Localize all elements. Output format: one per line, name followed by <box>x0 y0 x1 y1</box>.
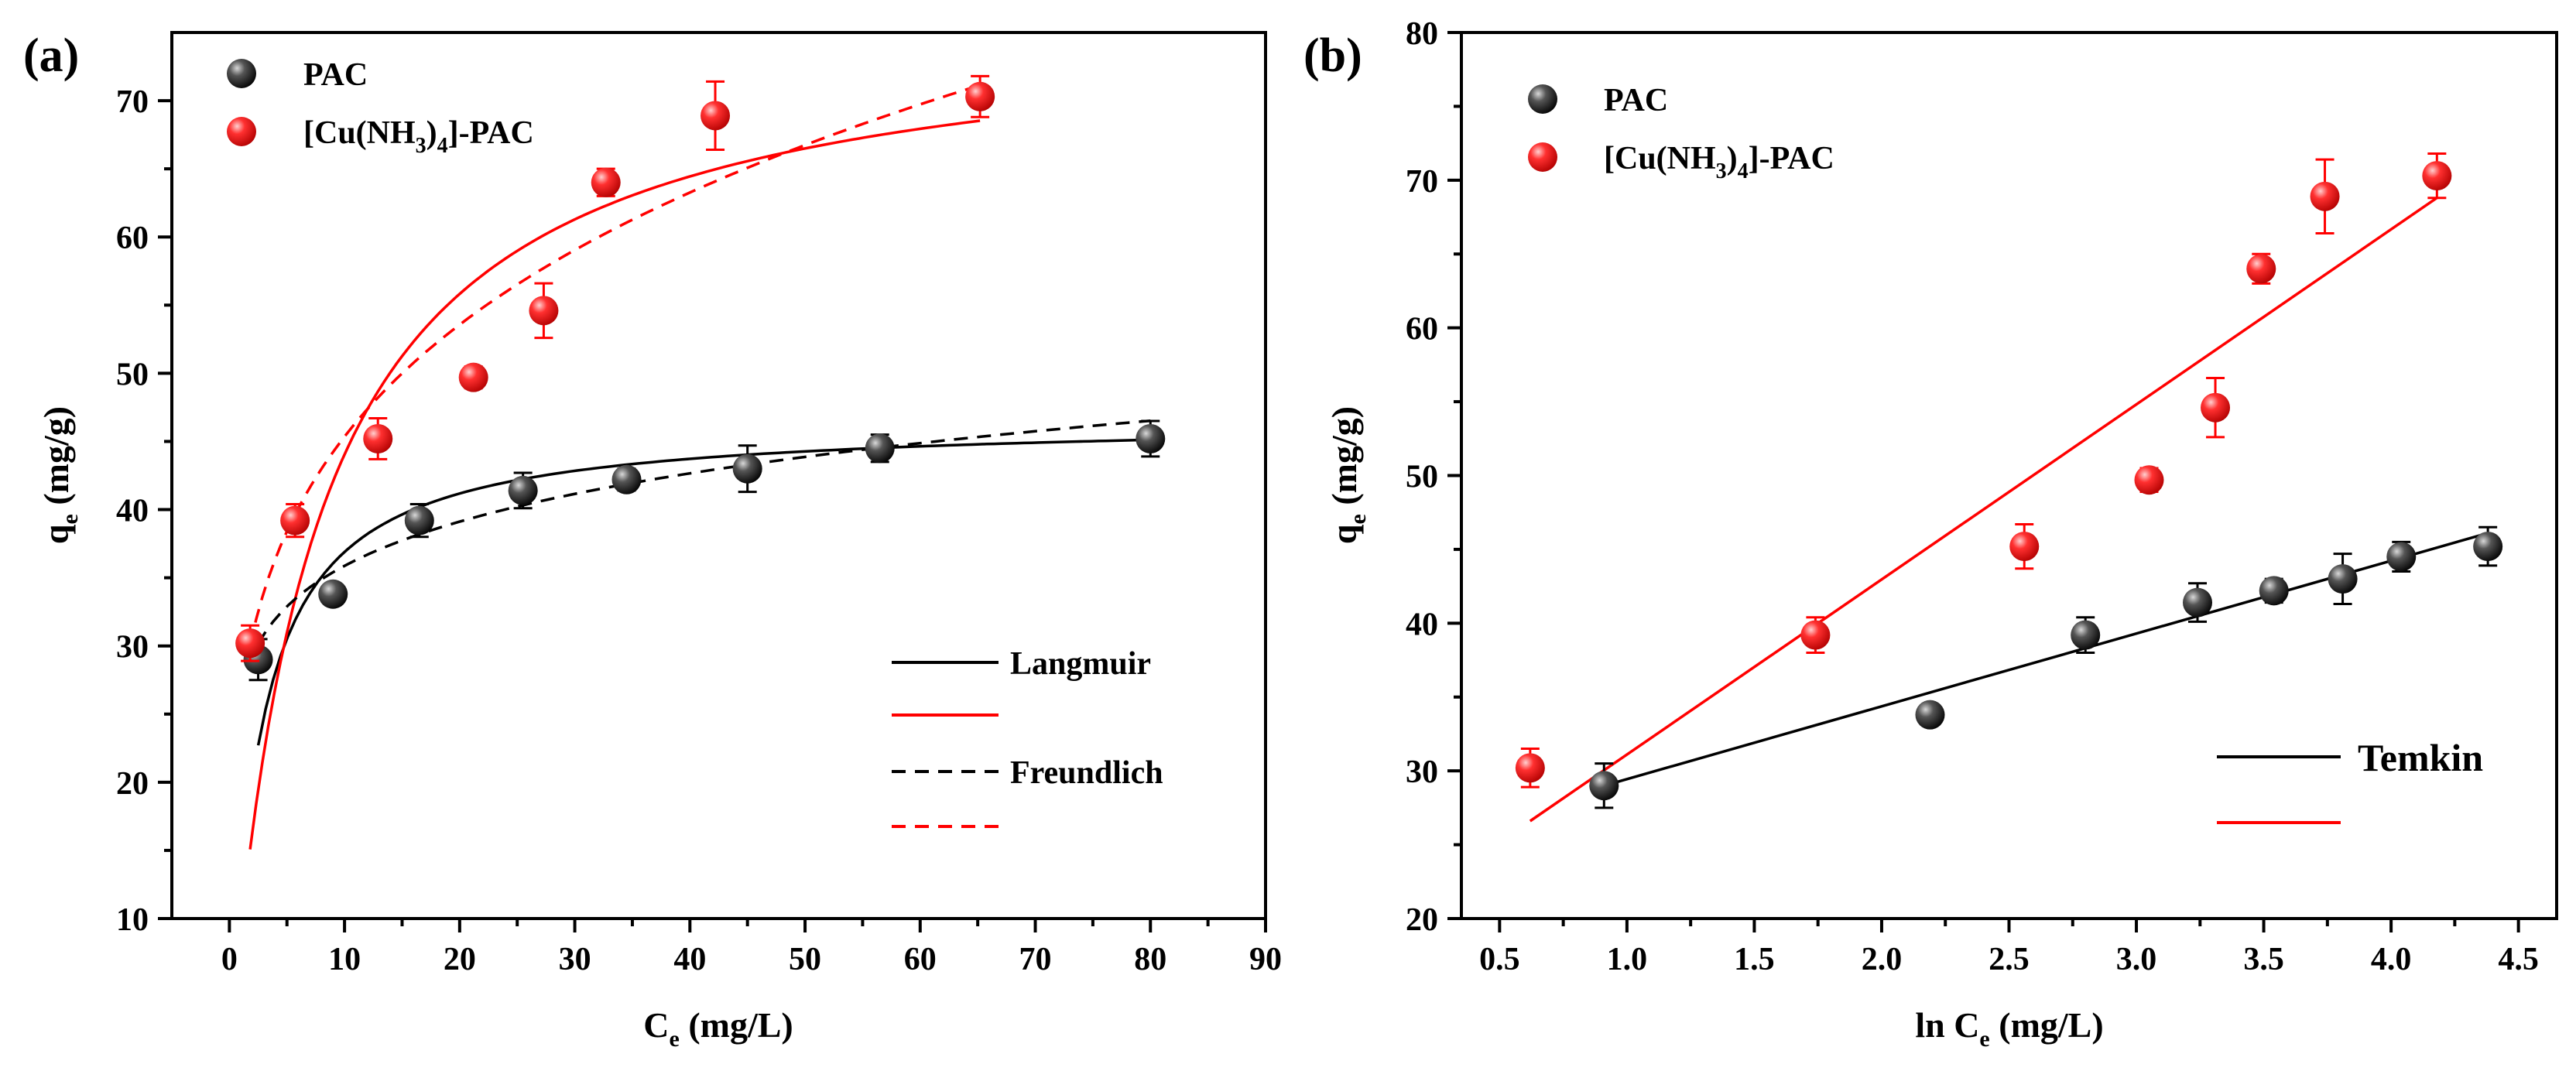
panel-b-pac-point <box>2473 532 2503 562</box>
panel-b-x-tick-label: 3.5 <box>2243 942 2284 977</box>
panel-a-y-tick-label: 40 <box>116 494 149 529</box>
panel-a-cu-pac-point <box>458 362 488 392</box>
panel-a-x-tick-label: 80 <box>1134 942 1166 977</box>
panel-b-legend-cu-label: [Cu(NH3)4]-PAC <box>1604 141 1834 183</box>
panel-a-x-tick-label: 30 <box>559 942 591 977</box>
panel-a-pac-point <box>732 453 762 484</box>
panel-a-legend-pac-marker <box>227 59 256 88</box>
panel-a-cu-pac-point <box>363 423 393 453</box>
panel-a-cu-pac-point <box>591 167 621 197</box>
panel-b-x-tick-label: 0.5 <box>1479 942 1520 977</box>
panel-a-pac-point <box>508 475 538 505</box>
panel-a-cu-pac-point <box>529 296 559 326</box>
panel-a-pac-point <box>611 464 642 494</box>
panel-b-pac-point <box>2071 620 2101 650</box>
panel-a-legend-pac-label: PAC <box>303 57 368 93</box>
panel-b-x-tick-label: 1.0 <box>1607 942 1648 977</box>
panel-b-x-tick-label: 4.5 <box>2498 942 2539 977</box>
panel-b-pac-point <box>1915 700 1945 730</box>
panel-b-fit--cu-nh3-4-pac-temkin <box>1529 197 2438 823</box>
panel-b-x-tick-label: 4.0 <box>2371 942 2412 977</box>
panel-a-label: (a) <box>23 29 79 82</box>
panel-b-cu-pac-point <box>2246 254 2276 284</box>
panel-b-y-axis-title: qe (mg/g) <box>1324 406 1371 544</box>
panel-a-cu-pac-point <box>701 101 731 131</box>
panel-b-pac-point <box>2183 587 2213 618</box>
panel-b-legend-pac-marker <box>1528 84 1557 114</box>
panel-a-fit--cu-nh3-4-pac-langmuir <box>248 119 981 850</box>
panel-b-y-tick-label: 60 <box>1406 312 1438 347</box>
panel-b-cu-pac-point <box>2134 465 2164 495</box>
panel-a-x-tick-label: 40 <box>673 942 706 977</box>
panel-b-fit-pac-temkin <box>1603 532 2489 787</box>
panel-b-cu-pac-point <box>1515 753 1545 783</box>
panel-b-cu-pac-point <box>1800 620 1831 650</box>
panel-b-y-tick-label: 50 <box>1406 460 1438 495</box>
panel-a-legend-langmuir-label: Langmuir <box>1010 646 1151 682</box>
panel-a-x-tick-label: 10 <box>328 942 361 977</box>
panel-b-x-axis-title: ln Ce (mg/L) <box>1915 1005 2103 1052</box>
panel-b-legend-cu-marker <box>1528 142 1557 172</box>
panel-b-chart: (b) 0.5 1.0 1.5 2.0 2.5 3.0 3.5 4.0 4.5 20 30 40 50 6… <box>1303 16 2558 1052</box>
panel-b-x-tick-label: 2.0 <box>1862 942 1903 977</box>
panel-b-label: (b) <box>1303 29 1362 82</box>
panel-a-x-tick-label: 90 <box>1249 942 1282 977</box>
panel-b-y-tick-label: 80 <box>1406 16 1438 52</box>
panel-b-cu-pac-point <box>2422 161 2452 191</box>
panel-a-legend: PAC [Cu(NH3)4]-PAC Langmuir Freundlich <box>227 57 1163 828</box>
panel-a-plot-frame <box>170 31 1267 920</box>
panel-b-y-tick-label: 70 <box>1406 164 1438 200</box>
panel-b-x-tick-label: 3.0 <box>2116 942 2157 977</box>
panel-a-pac-point <box>865 433 895 464</box>
panel-a-y-tick-label: 20 <box>116 766 149 802</box>
panel-a-chart: (a) 0 10 20 30 40 50 60 70 80 90 10 20 30 40 50 60 70 PA… <box>23 29 1282 1052</box>
panel-b-pac-point <box>2328 564 2358 594</box>
panel-a-y-axis-title: qe (mg/g) <box>36 406 83 544</box>
panel-b-cu-pac-point <box>2201 392 2231 423</box>
panel-b-cu-pac-point <box>2009 532 2040 562</box>
panel-b-x-tick-label: 1.5 <box>1734 942 1775 977</box>
panel-a-y-tick-label: 60 <box>116 221 149 256</box>
panel-a-legend-cu-marker <box>227 117 256 146</box>
panel-a-pac-point <box>318 579 348 609</box>
panel-a-cu-pac-point <box>235 628 265 659</box>
panel-b-y-tick-label: 40 <box>1406 607 1438 642</box>
panel-a-x-axis-title: Ce (mg/L) <box>643 1005 793 1052</box>
panel-a-y-tick-label: 50 <box>116 357 149 392</box>
panel-b-cu-pac-point <box>2310 181 2340 211</box>
panel-a-pac-point <box>404 505 434 536</box>
panel-a-y-tick-label: 70 <box>116 84 149 120</box>
panel-b-pac-point <box>2386 542 2417 572</box>
panel-b-pac-point <box>2259 576 2289 606</box>
panel-a-pac-point <box>1136 423 1166 453</box>
panel-a-cu-pac-point <box>280 505 310 536</box>
panel-b-legend-temkin-label: Temkin <box>2358 736 2483 779</box>
panel-b-legend: PAC [Cu(NH3)4]-PAC Temkin <box>1528 83 2483 824</box>
panel-a-fit-pac-freundlich <box>257 419 1151 645</box>
panel-a-x-tick-label: 70 <box>1019 942 1052 977</box>
panel-a-x-tick-label: 0 <box>221 942 238 977</box>
panel-a-x-tick-label: 20 <box>444 942 476 977</box>
panel-b-legend-pac-label: PAC <box>1604 83 1668 118</box>
panel-b-plot-frame <box>1460 31 2558 920</box>
panel-b-y-tick-label: 30 <box>1406 754 1438 790</box>
panel-b-y-tick-label: 20 <box>1406 902 1438 938</box>
panel-a-fit-pac-langmuir <box>256 438 1151 746</box>
panel-a-legend-cu-label: [Cu(NH3)4]-PAC <box>303 115 534 158</box>
panel-a-legend-freundlich-label: Freundlich <box>1010 755 1163 791</box>
panel-a-fit--cu-nh3-4-pac-freundlich <box>248 84 981 646</box>
panel-a-cu-pac-point <box>965 81 995 111</box>
panel-a-y-tick-label: 30 <box>116 630 149 666</box>
panel-a-x-tick-label: 50 <box>789 942 821 977</box>
panel-a-x-tick-label: 60 <box>904 942 937 977</box>
panel-b-pac-point <box>1589 771 1619 801</box>
panel-b-x-tick-label: 2.5 <box>1989 942 2030 977</box>
panel-a-y-tick-label: 10 <box>116 902 149 938</box>
